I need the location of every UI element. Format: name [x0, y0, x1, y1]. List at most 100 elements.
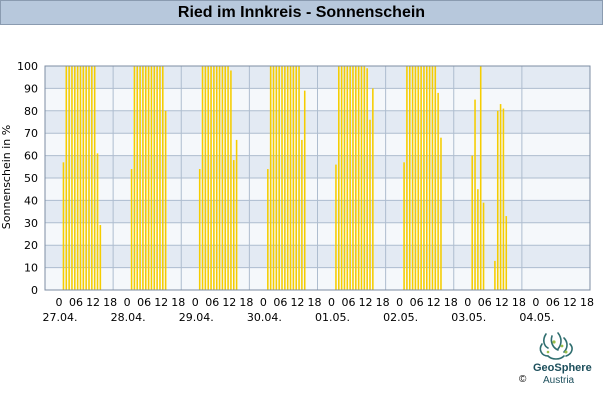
title-bar: Ried im Innkreis - Sonnenschein — [0, 0, 603, 25]
bar-series — [62, 66, 508, 291]
x-tick-label: 12 — [154, 296, 168, 309]
bar — [68, 66, 70, 290]
x-tick-label: 06 — [410, 296, 424, 309]
bar — [133, 66, 136, 290]
date-label: 02.05. — [383, 311, 418, 324]
y-tick-label: 90 — [24, 82, 38, 95]
x-tick-label: 12 — [495, 296, 509, 309]
bar — [204, 66, 207, 290]
bar — [494, 260, 496, 290]
bar — [284, 66, 286, 290]
bar — [91, 66, 93, 290]
x-tick-label: 0 — [56, 296, 63, 309]
plot-frame — [44, 65, 591, 291]
bar — [221, 66, 224, 290]
bar — [198, 169, 201, 290]
chart-title: Ried im Innkreis - Sonnenschein — [177, 3, 426, 21]
bar — [156, 66, 158, 290]
y-tick-label: 40 — [24, 194, 38, 207]
bar — [408, 66, 411, 290]
bar — [164, 110, 167, 290]
x-tick-label: 0 — [464, 296, 471, 309]
bar — [369, 119, 371, 290]
bar — [99, 225, 102, 290]
bar — [471, 155, 473, 290]
x-tick-label: 12 — [290, 296, 304, 309]
bar — [355, 66, 357, 290]
bar — [366, 68, 368, 291]
x-tick-label: 18 — [512, 296, 526, 309]
bar — [499, 104, 502, 290]
bar — [426, 66, 428, 290]
y-tick-label: 20 — [24, 239, 38, 252]
bar — [76, 66, 79, 290]
x-tick-label: 06 — [478, 296, 492, 309]
bar — [218, 66, 221, 290]
bar — [479, 66, 482, 290]
date-label: 03.05. — [451, 311, 486, 324]
bar — [428, 66, 431, 290]
bar — [62, 162, 65, 290]
bar — [349, 66, 351, 290]
x-tick-label: 0 — [328, 296, 335, 309]
bar — [505, 216, 508, 290]
bar — [153, 66, 156, 290]
x-tick-label: 06 — [137, 296, 151, 309]
x-tick-label: 0 — [532, 296, 539, 309]
date-label: 01.05. — [315, 311, 350, 324]
x-tick-label: 06 — [69, 296, 83, 309]
bar — [292, 66, 295, 290]
bar — [482, 202, 485, 290]
bar — [65, 66, 68, 290]
bar — [88, 66, 90, 290]
bar — [346, 66, 349, 290]
brand-name: GeoSphere — [533, 362, 592, 374]
bar — [352, 66, 354, 290]
bar — [295, 66, 297, 290]
bar — [411, 66, 414, 290]
bar — [162, 66, 164, 290]
bar — [227, 66, 229, 290]
bar — [335, 164, 337, 290]
date-label: 28.04. — [111, 311, 146, 324]
date-label: 29.04. — [179, 311, 214, 324]
bar — [363, 66, 366, 290]
bar — [79, 66, 82, 290]
bar — [224, 66, 227, 290]
bar — [360, 66, 363, 290]
bar — [275, 66, 278, 290]
bar — [96, 153, 99, 290]
bar — [440, 137, 442, 290]
bar — [338, 66, 340, 290]
bar — [417, 66, 420, 290]
y-tick-label: 80 — [24, 105, 38, 118]
copyright: © — [519, 374, 527, 385]
x-tick-label: 0 — [192, 296, 199, 309]
bar — [74, 66, 76, 290]
y-tick-label: 70 — [24, 127, 38, 140]
x-tick-label: 12 — [86, 296, 100, 309]
y-tick-label: 0 — [31, 284, 38, 297]
bar — [201, 66, 204, 290]
bar — [159, 66, 161, 290]
x-tick-label: 06 — [546, 296, 560, 309]
y-tick-label: 30 — [24, 217, 38, 230]
bar — [130, 169, 133, 290]
bar — [232, 160, 235, 290]
bar — [437, 92, 439, 290]
bar — [372, 88, 374, 291]
x-tick-label: 06 — [342, 296, 356, 309]
bar — [93, 66, 96, 290]
x-tick-label: 06 — [205, 296, 219, 309]
bar — [406, 66, 408, 290]
y-axis-label: Sonnenschein in % — [0, 125, 13, 229]
x-tick-label: 0 — [260, 296, 267, 309]
bar — [420, 66, 422, 290]
y-tick-label: 100 — [17, 60, 38, 73]
x-tick-label: 18 — [376, 296, 390, 309]
bar — [423, 66, 425, 290]
x-tick-label: 18 — [307, 296, 321, 309]
x-tick-label: 12 — [222, 296, 236, 309]
bar — [303, 90, 306, 290]
brand-sub: Austria — [543, 375, 575, 386]
